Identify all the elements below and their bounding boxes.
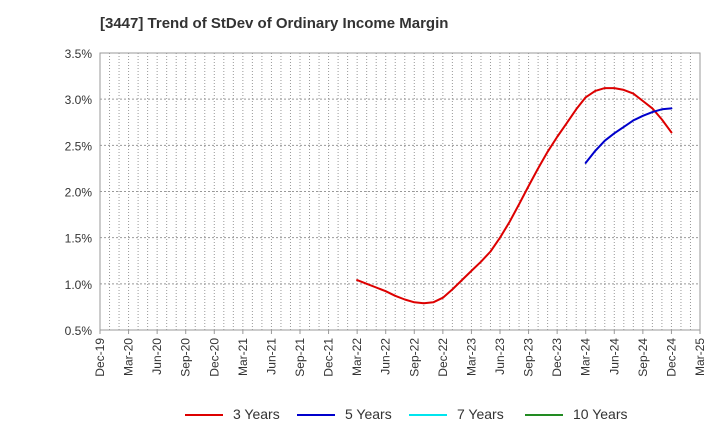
x-tick-label: Mar-23 <box>464 338 478 376</box>
x-tick-label: Jun-22 <box>379 338 393 375</box>
legend-label-3-years: 3 Years <box>233 406 280 422</box>
legend-label-7-years: 7 Years <box>457 406 504 422</box>
series-line-5-years <box>584 107 673 164</box>
legend-label-5-years: 5 Years <box>345 406 392 422</box>
legend-label-10-years: 10 Years <box>573 406 628 422</box>
plot-frame <box>99 52 701 331</box>
x-tick-label: Jun-23 <box>493 338 507 375</box>
legend-line-3-years <box>185 414 223 416</box>
x-tick-label: Sep-20 <box>179 338 193 377</box>
y-tick-label: 0.5% <box>65 324 93 338</box>
x-tick-label: Dec-20 <box>207 338 221 377</box>
x-tick-label: Dec-19 <box>93 338 107 377</box>
x-tick-label: Jun-20 <box>150 338 164 375</box>
x-tick-label: Sep-21 <box>293 338 307 377</box>
legend-line-10-years <box>525 414 563 416</box>
x-tick-label: Jun-24 <box>607 338 621 375</box>
legend-line-7-years <box>409 414 447 416</box>
legend: 3 Years 5 Years 7 Years 10 Years <box>0 405 720 425</box>
y-tick-label: 3.0% <box>65 93 93 107</box>
x-tick-label: Mar-22 <box>350 338 364 376</box>
legend-line-5-years <box>297 414 335 416</box>
x-tick-label: Mar-21 <box>236 338 250 376</box>
x-tick-label: Dec-21 <box>322 338 336 377</box>
x-tick-label: Dec-24 <box>664 338 678 377</box>
x-tick-label: Sep-23 <box>522 338 536 377</box>
y-tick-label: 3.5% <box>65 47 93 61</box>
x-tick-label: Sep-24 <box>636 338 650 377</box>
series-line-3-years <box>356 87 673 305</box>
x-tick-label: Sep-22 <box>407 338 421 377</box>
x-tick-label: Dec-22 <box>436 338 450 377</box>
x-tick-label: Mar-20 <box>122 338 136 376</box>
y-tick-label: 1.5% <box>65 232 93 246</box>
y-tick-label: 2.0% <box>65 186 93 200</box>
y-tick-label: 2.5% <box>65 139 93 153</box>
chart-title: [3447] Trend of StDev of Ordinary Income… <box>100 15 449 32</box>
y-tick-label: 1.0% <box>65 278 93 292</box>
x-tick-label: Mar-25 <box>693 338 707 376</box>
x-tick-label: Dec-23 <box>550 338 564 377</box>
x-tick-label: Mar-24 <box>579 338 593 376</box>
x-tick-label: Jun-21 <box>264 338 278 375</box>
